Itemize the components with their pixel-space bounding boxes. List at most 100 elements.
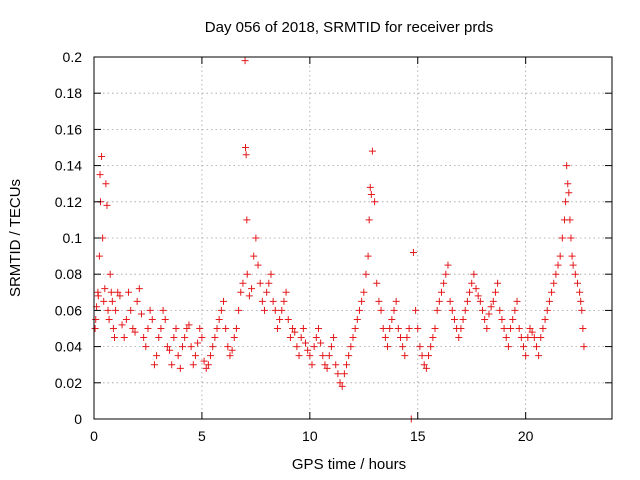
data-point	[371, 198, 379, 206]
data-point	[442, 270, 450, 278]
data-point	[578, 306, 586, 314]
data-point	[254, 261, 262, 269]
data-point	[360, 288, 368, 296]
data-point	[353, 315, 361, 323]
data-point	[532, 343, 540, 351]
data-point	[102, 180, 110, 188]
data-point	[129, 325, 137, 332]
data-point	[107, 288, 115, 296]
data-point	[235, 306, 243, 314]
data-point	[207, 352, 215, 360]
data-point	[189, 361, 197, 369]
data-point	[365, 216, 373, 224]
data-point	[548, 288, 556, 296]
data-point	[271, 306, 279, 314]
x-tick-label: 15	[410, 428, 426, 444]
data-point	[245, 292, 253, 300]
data-point	[118, 321, 126, 329]
data-point	[299, 325, 307, 332]
data-point	[105, 315, 113, 323]
data-point	[181, 334, 189, 342]
data-point	[435, 297, 443, 305]
data-point	[200, 357, 208, 365]
data-point	[580, 343, 588, 351]
data-point	[209, 343, 217, 351]
data-point	[187, 343, 195, 351]
data-point	[248, 285, 256, 293]
data-point	[386, 325, 394, 332]
data-point	[174, 352, 182, 360]
data-point	[302, 339, 310, 347]
data-point	[172, 325, 180, 332]
data-point	[308, 361, 316, 369]
data-point	[116, 292, 124, 300]
data-point	[267, 270, 275, 278]
data-point	[461, 306, 469, 314]
y-tick-label: 0.12	[55, 194, 82, 210]
data-point	[109, 325, 117, 332]
data-point	[137, 310, 145, 318]
data-point	[381, 334, 389, 342]
data-point	[112, 306, 120, 314]
data-point	[470, 270, 478, 278]
data-point	[194, 339, 202, 347]
data-point	[479, 306, 486, 314]
data-point	[530, 334, 538, 342]
data-point	[511, 306, 519, 314]
data-point	[314, 325, 322, 332]
data-point	[286, 334, 294, 342]
data-point	[103, 201, 111, 209]
data-point	[196, 325, 204, 332]
data-point	[487, 303, 495, 311]
data-point	[388, 315, 396, 323]
data-point	[243, 216, 251, 224]
data-point	[325, 352, 333, 360]
data-point	[433, 306, 441, 314]
data-point	[500, 325, 508, 332]
data-point	[178, 343, 186, 351]
y-tick-label: 0.1	[63, 230, 83, 246]
data-point	[545, 297, 553, 305]
data-point	[263, 288, 271, 296]
data-point	[429, 334, 437, 342]
data-point	[437, 288, 445, 296]
data-point	[379, 325, 387, 332]
data-point	[220, 297, 227, 305]
data-point	[347, 343, 355, 351]
data-point	[554, 261, 562, 269]
data-point	[457, 325, 465, 332]
data-point	[515, 325, 523, 332]
data-point	[573, 279, 581, 287]
data-point	[222, 325, 230, 332]
data-point	[543, 306, 551, 314]
data-point	[420, 361, 428, 369]
data-point	[564, 180, 572, 188]
data-point	[483, 325, 491, 332]
axis-ticks: 0 0.02 0.04 0.06 0.08 0.1 0.12 0.14 0.16 0.18 0.2 0…	[55, 49, 612, 444]
data-point	[98, 153, 106, 161]
data-point	[368, 147, 376, 155]
data-point	[213, 325, 221, 332]
data-point	[569, 261, 577, 269]
data-point	[463, 297, 471, 305]
data-point	[217, 306, 225, 314]
data-point	[375, 297, 383, 305]
data-point	[466, 288, 474, 296]
data-point	[114, 288, 122, 296]
data-point	[108, 297, 116, 305]
data-point	[176, 364, 184, 372]
data-point	[293, 343, 301, 351]
data-point	[556, 252, 564, 260]
data-point	[566, 216, 574, 224]
data-point	[125, 288, 133, 296]
data-point	[528, 328, 536, 336]
data-point	[297, 334, 305, 342]
y-tick-label: 0.02	[55, 375, 82, 391]
data-point	[265, 279, 273, 287]
data-point	[481, 315, 489, 323]
data-point	[163, 343, 171, 351]
data-point	[355, 306, 363, 314]
data-point	[291, 328, 299, 336]
data-point	[489, 297, 497, 305]
